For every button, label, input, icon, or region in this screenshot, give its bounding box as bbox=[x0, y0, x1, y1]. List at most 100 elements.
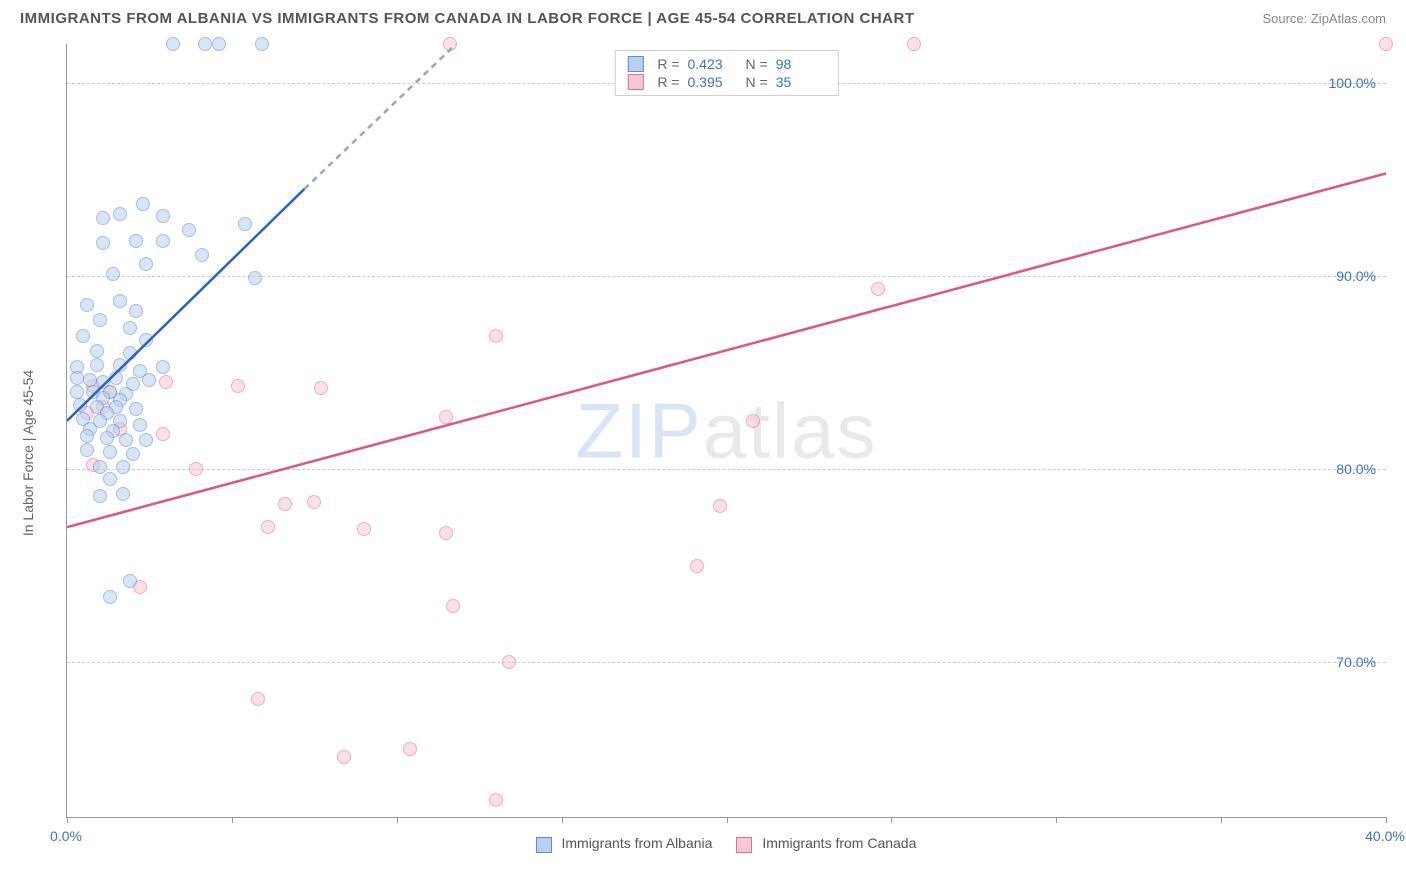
scatter-point bbox=[96, 211, 110, 225]
legend-item-canada: Immigrants from Canada bbox=[736, 835, 916, 852]
scatter-point bbox=[80, 298, 94, 312]
trendline bbox=[304, 44, 456, 189]
scatter-point bbox=[248, 271, 262, 285]
scatter-point bbox=[113, 294, 127, 308]
scatter-point bbox=[139, 433, 153, 447]
scatter-point bbox=[103, 445, 117, 459]
scatter-point bbox=[123, 321, 137, 335]
watermark-atlas: atlas bbox=[703, 386, 878, 474]
scatter-point bbox=[189, 462, 203, 476]
albania-series-label: Immigrants from Albania bbox=[561, 835, 712, 851]
scatter-point bbox=[103, 590, 117, 604]
scatter-point bbox=[231, 379, 245, 393]
x-tick-mark bbox=[727, 817, 728, 823]
scatter-point bbox=[90, 344, 104, 358]
n-label: N = bbox=[746, 56, 768, 72]
x-tick-label: 40.0% bbox=[1365, 828, 1405, 844]
n-label: N = bbox=[746, 74, 768, 90]
scatter-point bbox=[502, 655, 516, 669]
scatter-point bbox=[116, 460, 130, 474]
canada-swatch-icon bbox=[736, 837, 752, 853]
scatter-point bbox=[129, 304, 143, 318]
y-tick-label: 90.0% bbox=[1336, 268, 1376, 284]
gridline-h bbox=[67, 469, 1386, 470]
x-tick-mark bbox=[562, 817, 563, 823]
scatter-point bbox=[156, 209, 170, 223]
scatter-point bbox=[116, 487, 130, 501]
watermark: ZIPatlas bbox=[575, 385, 877, 476]
scatter-point bbox=[119, 433, 133, 447]
scatter-point bbox=[403, 742, 417, 756]
scatter-point bbox=[76, 329, 90, 343]
gridline-h bbox=[67, 276, 1386, 277]
scatter-point bbox=[871, 282, 885, 296]
scatter-point bbox=[443, 37, 457, 51]
plot-area: ZIPatlas R = 0.423 N = 98 R = 0.395 N = … bbox=[66, 44, 1386, 818]
canada-series-label: Immigrants from Canada bbox=[762, 835, 916, 851]
r-label: R = bbox=[657, 56, 679, 72]
scatter-point bbox=[70, 385, 84, 399]
x-tick-mark bbox=[232, 817, 233, 823]
scatter-point bbox=[439, 526, 453, 540]
scatter-point bbox=[489, 329, 503, 343]
albania-swatch-icon bbox=[627, 56, 643, 72]
x-tick-mark bbox=[1056, 817, 1057, 823]
scatter-point bbox=[238, 217, 252, 231]
scatter-point bbox=[182, 223, 196, 237]
scatter-point bbox=[139, 257, 153, 271]
scatter-point bbox=[446, 599, 460, 613]
canada-swatch-icon bbox=[627, 74, 643, 90]
scatter-point bbox=[251, 692, 265, 706]
scatter-point bbox=[1379, 37, 1393, 51]
series-legend: Immigrants from Albania Immigrants from … bbox=[66, 826, 1386, 862]
scatter-point bbox=[139, 333, 153, 347]
chart-title: IMMIGRANTS FROM ALBANIA VS IMMIGRANTS FR… bbox=[20, 10, 915, 27]
scatter-point bbox=[129, 234, 143, 248]
scatter-point bbox=[80, 443, 94, 457]
watermark-zip: ZIP bbox=[575, 386, 702, 474]
scatter-point bbox=[166, 37, 180, 51]
scatter-point bbox=[126, 447, 140, 461]
trendline bbox=[67, 173, 1386, 527]
scatter-point bbox=[96, 236, 110, 250]
scatter-point bbox=[93, 489, 107, 503]
albania-r-value: 0.423 bbox=[688, 56, 738, 72]
correlation-legend: R = 0.423 N = 98 R = 0.395 N = 35 bbox=[614, 50, 838, 96]
scatter-point bbox=[129, 402, 143, 416]
y-tick-label: 100.0% bbox=[1329, 75, 1376, 91]
chart-container: In Labor Force | Age 45-54 ZIPatlas R = … bbox=[20, 44, 1386, 862]
x-tick-mark bbox=[397, 817, 398, 823]
y-tick-label: 70.0% bbox=[1336, 654, 1376, 670]
scatter-point bbox=[123, 574, 137, 588]
scatter-point bbox=[713, 499, 727, 513]
scatter-point bbox=[142, 373, 156, 387]
y-tick-label: 80.0% bbox=[1336, 461, 1376, 477]
scatter-point bbox=[307, 495, 321, 509]
scatter-point bbox=[198, 37, 212, 51]
scatter-point bbox=[113, 207, 127, 221]
scatter-point bbox=[156, 234, 170, 248]
scatter-point bbox=[133, 418, 147, 432]
x-tick-mark bbox=[67, 817, 68, 823]
scatter-point bbox=[278, 497, 292, 511]
scatter-point bbox=[489, 793, 503, 807]
scatter-point bbox=[100, 431, 114, 445]
x-tick-mark bbox=[1221, 817, 1222, 823]
x-tick-mark bbox=[1386, 817, 1387, 823]
r-label: R = bbox=[657, 74, 679, 90]
scatter-point bbox=[123, 346, 137, 360]
scatter-point bbox=[103, 472, 117, 486]
albania-n-value: 98 bbox=[776, 56, 826, 72]
canada-n-value: 35 bbox=[776, 74, 826, 90]
scatter-point bbox=[690, 559, 704, 573]
scatter-point bbox=[314, 381, 328, 395]
source-label: Source: ZipAtlas.com bbox=[1262, 11, 1386, 26]
scatter-point bbox=[73, 398, 87, 412]
scatter-point bbox=[70, 371, 84, 385]
legend-row-canada: R = 0.395 N = 35 bbox=[627, 73, 825, 91]
gridline-h bbox=[67, 662, 1386, 663]
scatter-point bbox=[159, 375, 173, 389]
scatter-point bbox=[357, 522, 371, 536]
scatter-point bbox=[106, 267, 120, 281]
scatter-point bbox=[136, 197, 150, 211]
